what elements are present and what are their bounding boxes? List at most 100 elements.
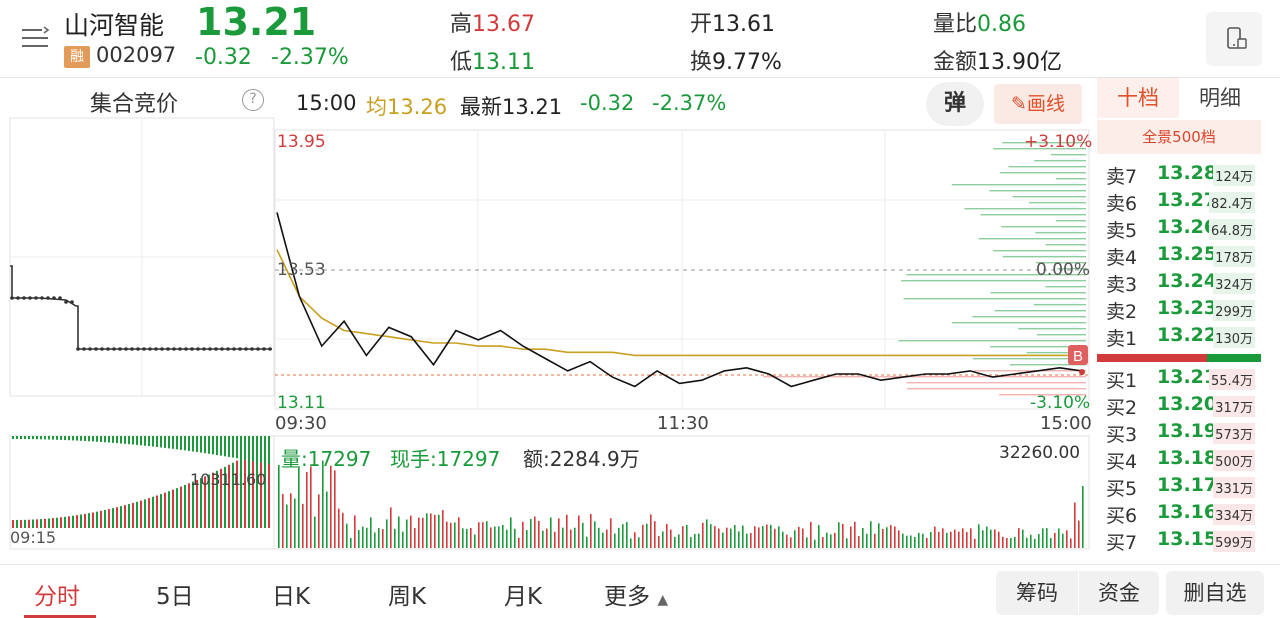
sell-row[interactable]: 卖2 13.23 299万 — [1097, 297, 1261, 324]
auction-price-point — [190, 347, 194, 351]
volume-bar — [970, 528, 972, 548]
buy-volume: 331万 — [1213, 477, 1255, 498]
sell-row[interactable]: 卖5 13.26 64.8万 — [1097, 216, 1261, 243]
tab-weekly-k[interactable]: 周K — [388, 584, 427, 610]
last-price-dot — [1079, 369, 1085, 375]
sell-volume: 324万 — [1213, 273, 1255, 294]
volume-bar — [326, 491, 328, 548]
volume-bar — [650, 514, 652, 548]
volume-bar — [330, 465, 332, 548]
auction-volume-bar — [196, 436, 198, 453]
volume-bar — [398, 516, 400, 548]
volume-bar — [474, 534, 476, 548]
remove-favorite-button[interactable]: 删自选 — [1166, 571, 1264, 615]
volume-bar — [718, 528, 720, 548]
auction-volume-bar — [120, 436, 122, 444]
sell-row[interactable]: 卖7 13.28 124万 — [1097, 162, 1261, 189]
volume-bar — [1074, 502, 1076, 548]
buy-volume: 500万 — [1213, 450, 1255, 471]
capital-flow-button[interactable]: 资金 — [1079, 571, 1159, 615]
menu-icon[interactable] — [22, 26, 50, 50]
volume-bar — [354, 515, 356, 548]
auction-price-point — [52, 296, 56, 300]
tab-intraday[interactable]: 分时 — [34, 584, 80, 610]
auction-price-point — [40, 296, 44, 300]
volume-bar — [722, 532, 724, 548]
sell-row[interactable]: 卖3 13.24 324万 — [1097, 270, 1261, 297]
sell-row[interactable]: 卖1 13.22 130万 — [1097, 324, 1261, 351]
volume-bar — [618, 527, 620, 548]
volume-bar — [778, 526, 780, 548]
auction-volume-bar — [40, 519, 42, 528]
buy-price: 13.17 — [1157, 474, 1218, 496]
auction-volume-bar — [56, 517, 58, 528]
tab-5day[interactable]: 5日 — [156, 584, 194, 610]
volume-bar — [366, 527, 368, 548]
auction-volume-bar — [160, 436, 162, 448]
buy-row[interactable]: 买6 13.16 334万 — [1097, 501, 1261, 528]
volume-bar — [466, 529, 468, 548]
auction-volume-bar — [112, 436, 114, 443]
tab-monthly-k[interactable]: 月K — [504, 584, 543, 610]
volume-bar — [714, 526, 716, 548]
auction-price-line — [10, 265, 272, 350]
volume-bar — [586, 536, 588, 548]
buy-row[interactable]: 买7 13.15 599万 — [1097, 528, 1261, 555]
volume-bar — [862, 527, 864, 548]
auction-volume-bar — [72, 436, 74, 441]
auction-price-point — [172, 347, 176, 351]
auction-volume-bar — [228, 464, 230, 528]
volume-bar — [666, 523, 668, 548]
volume-bar — [286, 504, 288, 548]
auction-volume-bar — [76, 515, 78, 528]
volume-bar — [514, 528, 516, 548]
panorama-500-button[interactable]: 全景500档 — [1097, 120, 1261, 154]
auction-volume-bar — [32, 519, 34, 528]
time-end-label: 15:00 — [1040, 413, 1092, 434]
buy-row[interactable]: 买1 13.21 55.4万 — [1097, 366, 1261, 393]
auction-volume-bar — [156, 495, 158, 528]
auction-volume-bar — [244, 456, 246, 528]
buy-row[interactable]: 买2 13.20 317万 — [1097, 393, 1261, 420]
tab-details[interactable]: 明细 — [1199, 86, 1241, 110]
turnover-stat: 换9.77% — [690, 50, 782, 75]
landscape-toggle-button[interactable] — [1206, 12, 1262, 66]
buy-row[interactable]: 买5 13.17 331万 — [1097, 474, 1261, 501]
volume-bar — [534, 516, 536, 548]
popup-toggle-button[interactable]: 弹 — [926, 82, 984, 126]
auction-volume-bar — [140, 500, 142, 528]
volume-bar — [866, 533, 868, 548]
volume-bar — [890, 525, 892, 548]
sell-depth-bar — [1008, 166, 1086, 168]
sell-depth-bar — [1033, 304, 1086, 306]
auction-price-point — [136, 347, 140, 351]
auction-volume-bar — [140, 436, 142, 446]
chip-distribution-button[interactable]: 筹码 — [996, 571, 1078, 615]
sell-row[interactable]: 卖4 13.25 178万 — [1097, 243, 1261, 270]
tab-daily-k[interactable]: 日K — [272, 584, 311, 610]
volume-bar — [342, 512, 344, 548]
volume-bar — [910, 535, 912, 548]
tab-more[interactable]: 更多 ▲ — [604, 584, 669, 610]
auction-price-point — [16, 296, 20, 300]
auction-title: 集合竞价 — [90, 92, 179, 117]
volume-bar — [602, 532, 604, 548]
volume-bar — [758, 527, 760, 548]
auction-volume-bar — [192, 481, 194, 528]
help-icon[interactable]: ? — [242, 89, 264, 111]
b-marker-text: B — [1073, 348, 1083, 365]
volume-bar — [418, 517, 420, 548]
tab-ten-levels[interactable]: 十档 — [1097, 78, 1179, 118]
volume-bar — [902, 533, 904, 548]
volume-bar — [894, 526, 896, 548]
draw-line-button[interactable]: ✎画线 — [994, 84, 1082, 124]
volume-bar — [282, 493, 284, 548]
volume-bar — [998, 531, 1000, 548]
buy-row[interactable]: 买4 13.18 500万 — [1097, 447, 1261, 474]
auction-volume-bar — [84, 436, 86, 441]
sell-depth-bar — [980, 214, 1086, 216]
volume-bar — [582, 522, 584, 548]
buy-row[interactable]: 买3 13.19 573万 — [1097, 420, 1261, 447]
intraday-chart[interactable]: B — [0, 0, 1096, 564]
sell-row[interactable]: 卖6 13.27 82.4万 — [1097, 189, 1261, 216]
